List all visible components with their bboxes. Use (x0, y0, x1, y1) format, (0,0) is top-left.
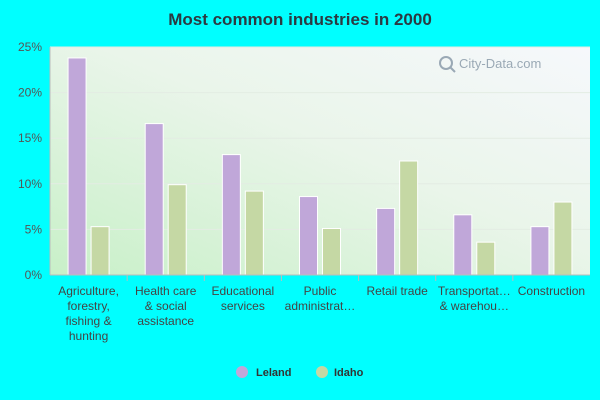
x-tick-label: Transportat… & warehou… (438, 284, 511, 313)
legend-label-idaho: Idaho (334, 367, 364, 379)
x-tick-label: Health care & social assistance (135, 284, 197, 328)
bar-leland (530, 226, 550, 276)
y-tick-label: 20% (18, 86, 42, 100)
bar-leland (299, 196, 318, 276)
bar-leland (221, 154, 241, 276)
magnifier-icon (439, 56, 456, 73)
x-tick-label: Agriculture, forestry, fishing & hunting (58, 284, 119, 343)
bar-idaho (167, 184, 187, 276)
x-tick-label: Retail trade (366, 284, 428, 298)
x-tick-label-line: assistance (137, 314, 194, 328)
y-tick-label: 0% (25, 268, 43, 282)
x-tick-label-line: hunting (69, 329, 108, 343)
legend-label-leland: Leland (256, 367, 291, 379)
plot-area (50, 47, 590, 275)
bar-idaho (90, 226, 110, 276)
y-tick-label: 10% (18, 177, 42, 191)
bar-idaho (476, 241, 496, 276)
x-tick-label-line: Public (304, 284, 337, 298)
watermark: City-Data.com (439, 56, 541, 73)
bar-idaho (322, 227, 341, 276)
bar-leland (453, 214, 473, 276)
x-tick-label-line: Transportat… (438, 284, 511, 298)
x-tick-label-line: forestry, (67, 299, 109, 313)
x-tick-label-line: services (221, 299, 265, 313)
x-tick-label-line: Educational (211, 284, 274, 298)
y-axis: 0% 5% 10% 15% 20% 25% (18, 40, 51, 282)
x-tick-label-line: & warehou… (440, 299, 509, 313)
bar-leland (67, 57, 87, 276)
chart-title: Most common industries in 2000 (168, 10, 432, 29)
x-tick-label-line: administrat… (285, 299, 356, 313)
y-tick-label: 25% (18, 40, 42, 54)
grid-lines (50, 46, 590, 230)
x-tick-label: Construction (518, 284, 585, 298)
x-tick-label-line: Health care (135, 284, 197, 298)
legend-swatch-leland (236, 366, 248, 378)
legend-swatch-idaho (316, 366, 328, 378)
x-tick-label: Educational services (211, 284, 274, 313)
legend: Leland Idaho (236, 366, 364, 379)
y-tick-label: 15% (18, 131, 42, 145)
watermark-text: City-Data.com (459, 56, 541, 71)
x-tick-label-line: & social (145, 299, 187, 313)
bar-idaho (244, 190, 264, 276)
y-tick-label: 5% (25, 222, 43, 236)
bar-idaho (399, 160, 419, 276)
x-tick-label: Public administrat… (285, 284, 356, 313)
x-tick-label-line: fishing & (66, 314, 112, 328)
x-tick-label-line: Retail trade (366, 284, 428, 298)
bar-idaho (553, 201, 573, 276)
x-tick-label-line: Agriculture, (58, 284, 119, 298)
bar-leland (144, 123, 164, 276)
x-tick-label-line: Construction (518, 284, 585, 298)
bar-leland (376, 207, 396, 276)
bars (67, 57, 573, 276)
x-axis: Agriculture, forestry, fishing & hunting Hea… (50, 274, 590, 343)
